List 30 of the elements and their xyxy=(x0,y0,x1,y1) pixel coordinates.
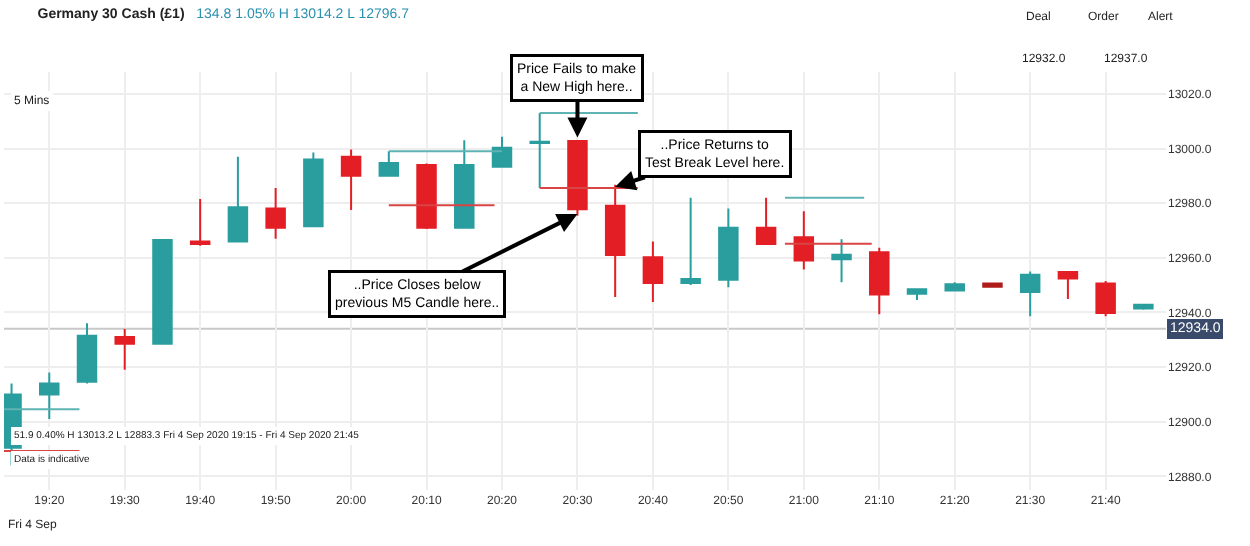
candlestick xyxy=(152,239,173,345)
candlestick xyxy=(869,246,890,316)
candlestick xyxy=(755,196,777,246)
candlestick xyxy=(76,322,98,385)
candlestick xyxy=(189,198,211,247)
candlestick xyxy=(39,371,60,420)
candlestick xyxy=(1133,303,1154,311)
candlestick xyxy=(1019,270,1041,318)
candlestick xyxy=(642,240,664,304)
candlestick xyxy=(680,196,701,287)
candlestick xyxy=(227,155,249,243)
candlestick xyxy=(1057,270,1079,301)
candlestick xyxy=(454,139,475,229)
candlestick xyxy=(567,139,588,217)
candlestick xyxy=(944,281,965,292)
candlestick xyxy=(114,327,135,371)
candlestick xyxy=(982,282,1003,288)
candlestick xyxy=(529,111,550,190)
candlestick xyxy=(718,207,739,289)
candlestick xyxy=(1095,280,1116,318)
candlestick xyxy=(416,162,437,231)
candlestick xyxy=(906,288,928,302)
candlestick xyxy=(831,238,852,284)
candlestick xyxy=(378,150,400,178)
candlestick xyxy=(265,187,286,240)
candlestick xyxy=(303,151,324,228)
candlestick xyxy=(340,148,362,211)
candlestick xyxy=(491,135,513,169)
candlestick xyxy=(604,183,626,299)
candlestick xyxy=(793,210,815,271)
